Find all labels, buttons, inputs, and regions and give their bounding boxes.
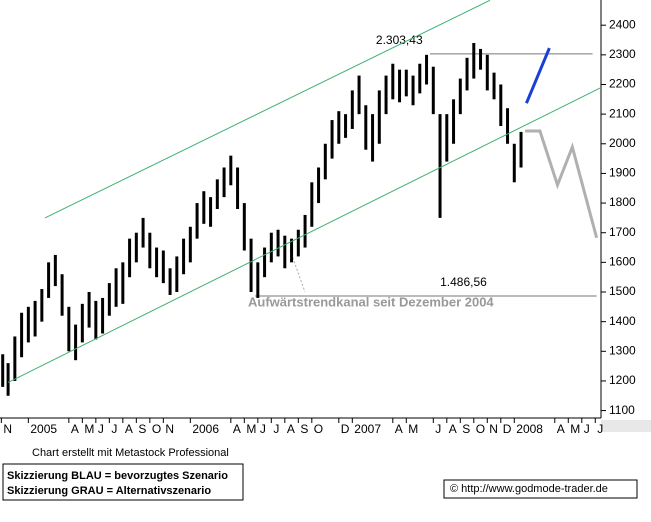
x-tick-label: 2007	[354, 422, 381, 436]
x-tick-label: D	[341, 422, 350, 436]
y-tick-label: 2300	[609, 47, 636, 61]
plot-area	[0, 0, 601, 418]
y-tick-label: 1200	[609, 373, 636, 387]
level-label: 2.303,43	[376, 33, 423, 47]
scenario-line	[525, 129, 599, 239]
x-tick-label: M	[408, 422, 418, 436]
y-tick-label: 2400	[609, 17, 636, 31]
x-tick-label: J	[273, 422, 279, 436]
legend-box	[2, 463, 244, 501]
axis-corner	[601, 420, 651, 432]
x-tick-label: J	[597, 422, 603, 436]
y-tick-label: 2000	[609, 136, 636, 150]
channel-line	[44, 0, 491, 219]
x-tick-label: O	[476, 422, 485, 436]
x-tick-label: N	[165, 422, 174, 436]
x-tick-label: O	[314, 422, 323, 436]
y-tick-label: 1800	[609, 195, 636, 209]
x-tick-label: A	[71, 422, 79, 436]
y-tick-label: 1700	[609, 225, 636, 239]
credit: Chart erstellt mit Metastock Professiona…	[32, 447, 229, 459]
legend-item: Skizzierung BLAU = bevorzugtes Szenario	[7, 470, 228, 482]
x-tick-label: A	[287, 422, 295, 436]
x-tick-label: 2006	[192, 422, 219, 436]
x-tick-label: S	[138, 422, 146, 436]
x-tick-label: A	[449, 422, 457, 436]
x-tick-label: S	[300, 422, 308, 436]
x-tick-label: 2005	[30, 422, 57, 436]
annotation-pointer	[289, 249, 306, 293]
level-label: 1.486,56	[440, 275, 487, 289]
y-tick-label: 1400	[609, 314, 636, 328]
x-tick-label: D	[503, 422, 512, 436]
y-tick-label: 2200	[609, 77, 636, 91]
y-tick-label: 1300	[609, 343, 636, 357]
x-tick-label: J	[98, 422, 104, 436]
x-tick-label: A	[557, 422, 565, 436]
x-tick-label: A	[395, 422, 403, 436]
x-tick-label: J	[435, 422, 441, 436]
x-tick-label: M	[570, 422, 580, 436]
source: © http://www.godmode-trader.de	[450, 483, 608, 495]
x-tick-label: A	[125, 422, 133, 436]
y-tick-label: 1900	[609, 166, 636, 180]
y-tick-label: 1600	[609, 255, 636, 269]
scenario-line	[525, 47, 551, 104]
x-tick-label: O	[152, 422, 161, 436]
x-tick-label: M	[84, 422, 94, 436]
x-tick-label: M	[246, 422, 256, 436]
x-tick-label: J	[584, 422, 590, 436]
x-tick-label: J	[260, 422, 266, 436]
x-tick-label: N	[489, 422, 498, 436]
y-tick-label: 1500	[609, 284, 636, 298]
x-tick-label: A	[233, 422, 241, 436]
x-tick-label: S	[462, 422, 470, 436]
y-tick-label: 1100	[609, 403, 635, 417]
x-tick-label: J	[111, 422, 117, 436]
source-box	[443, 479, 638, 499]
x-tick-label: 2008	[516, 422, 543, 436]
x-tick-label: N	[3, 422, 12, 436]
channel-line	[7, 87, 601, 383]
y-tick-label: 2100	[609, 106, 636, 120]
annotation: Aufwärtstrendkanal seit Dezember 2004	[248, 294, 494, 309]
legend-item: Skizzierung GRAU = Alternativszenario	[7, 485, 211, 497]
